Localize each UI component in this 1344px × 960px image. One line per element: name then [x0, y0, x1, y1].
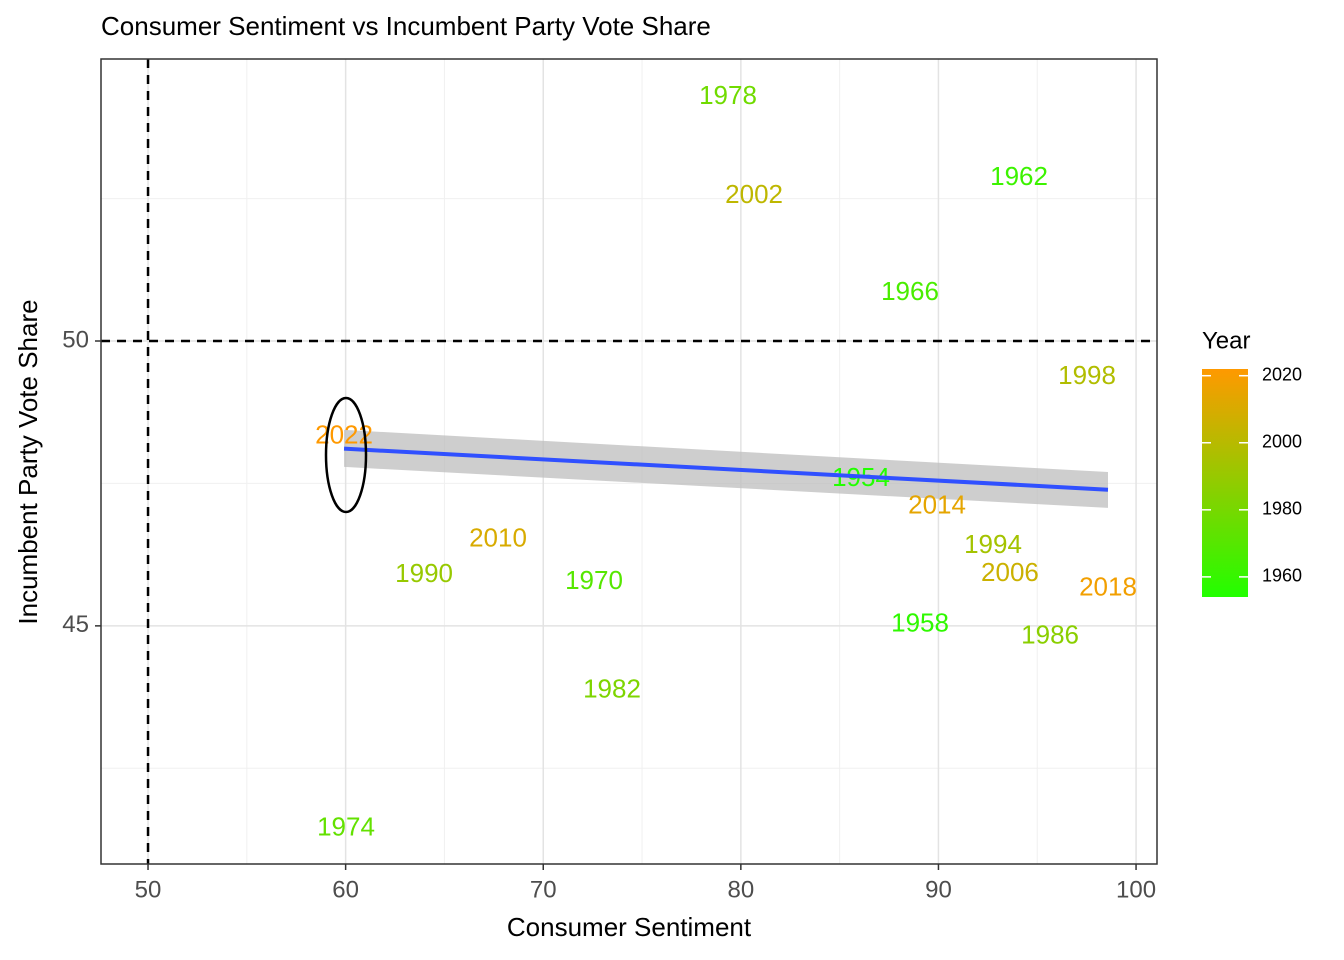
colorbar	[1202, 369, 1248, 597]
y-tick-label: 45	[62, 611, 89, 638]
trend-line	[343, 446, 1109, 492]
point-label: 1970	[565, 565, 623, 595]
x-tick-label: 80	[727, 876, 754, 903]
point-label: 1966	[881, 276, 939, 306]
point-label: 1986	[1021, 620, 1079, 650]
colorbar-tick-label: 2000	[1262, 432, 1302, 452]
point-label: 1994	[964, 529, 1022, 559]
plot-frame	[100, 58, 1158, 865]
point-label: 1990	[395, 558, 453, 588]
point-label: 1974	[317, 812, 375, 842]
point-label: 2018	[1079, 572, 1137, 602]
y-axis-label: Incumbent Party Vote Share	[13, 299, 43, 624]
x-axis-label: Consumer Sentiment	[507, 912, 752, 942]
x-tick-label: 50	[135, 876, 162, 903]
x-tick-label: 100	[1116, 876, 1156, 903]
point-label: 1962	[990, 161, 1048, 191]
point-label: 1958	[891, 608, 949, 638]
x-tick-label: 60	[332, 876, 359, 903]
point-label: 2002	[725, 179, 783, 209]
colorbar-tick-label: 1960	[1262, 566, 1302, 586]
colorbar-tick-label: 1980	[1262, 499, 1302, 519]
colorbar-tick-label: 2020	[1262, 364, 1302, 384]
x-tick-label: 70	[530, 876, 557, 903]
chart-title: Consumer Sentiment vs Incumbent Party Vo…	[101, 11, 711, 41]
point-label: 2010	[469, 523, 527, 553]
point-label: 2006	[981, 557, 1039, 587]
highlight-ellipse	[324, 396, 368, 514]
legend-title: Year	[1202, 327, 1251, 354]
point-label: 1978	[699, 80, 757, 110]
point-label: 2014	[908, 490, 966, 520]
point-label: 1998	[1058, 360, 1116, 390]
x-tick-label: 90	[925, 876, 952, 903]
y-tick-label: 50	[62, 326, 89, 353]
point-label: 1982	[583, 674, 641, 704]
